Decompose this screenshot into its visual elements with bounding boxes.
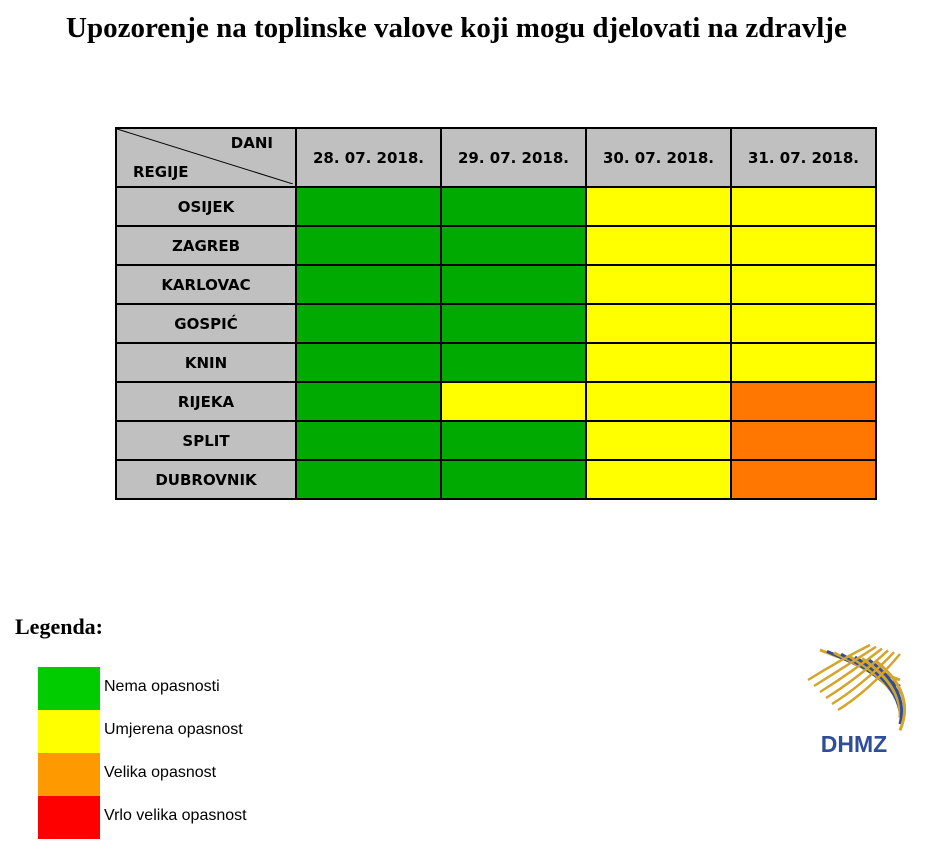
legend-label: Vrlo velika opasnost [104,807,247,824]
warning-level-cell-yellow [730,264,877,305]
dhmz-logo: DHMZ [800,640,912,760]
table-row: SPLIT [115,420,877,461]
table-corner-cell: DANI REGIJE [115,127,297,188]
warning-level-cell-orange [730,420,877,461]
date-header: 29. 07. 2018. [440,127,587,188]
warning-level-cell-green [295,420,442,461]
legend-swatch [38,667,100,710]
warning-level-cell-yellow [585,342,732,383]
legend-title: Legenda: [15,614,103,639]
table-body: OSIJEK ZAGREB KARLOVAC GOSPIĆ KNIN RIJEKA SPLI… [115,186,877,500]
table-row: ZAGREB [115,225,877,266]
logo-stripe [861,657,902,718]
warning-level-cell-yellow [585,420,732,461]
warning-level-cell-yellow [585,303,732,344]
warning-level-cell-green [295,459,442,500]
warning-level-cell-green [440,303,587,344]
warning-level-cell-green [295,303,442,344]
region-name: ZAGREB [115,225,297,266]
warning-level-cell-yellow [585,381,732,422]
corner-label-regions: REGIJE [133,163,189,181]
warning-level-cell-yellow [585,186,732,227]
table-row: GOSPIĆ [115,303,877,344]
region-name: KNIN [115,342,297,383]
logo-stripe [825,649,889,700]
logo-stripe [868,658,904,725]
logo-text: DHMZ [821,731,887,757]
logo-stripe [819,647,883,694]
date-header: 30. 07. 2018. [585,127,732,188]
legend-label: Velika opasnost [104,764,217,781]
logo-stripe [807,643,871,682]
region-name: RIJEKA [115,381,297,422]
logo-stripe [831,651,895,706]
region-name: OSIJEK [115,186,297,227]
warning-level-cell-green [440,186,587,227]
table-header-row: DANI REGIJE 28. 07. 2018. 29. 07. 2018. 30… [115,127,877,188]
table-row: KNIN [115,342,877,383]
warning-level-cell-yellow [585,225,732,266]
warning-level-cell-green [295,264,442,305]
warning-level-cell-green [440,264,587,305]
region-name: GOSPIĆ [115,303,297,344]
warning-level-cell-yellow [730,225,877,266]
legend-label: Umjerena opasnost [104,721,243,738]
warning-level-cell-yellow [730,303,877,344]
warning-level-cell-yellow [585,264,732,305]
table-row: KARLOVAC [115,264,877,305]
legend-swatch [38,753,100,796]
warning-level-cell-green [295,225,442,266]
logo-stripe [837,653,901,712]
logo-stripe [875,660,907,731]
page-title: Upozorenje na toplinske valove koji mogu… [66,12,847,44]
warning-level-cell-green [295,342,442,383]
warning-level-cell-green [440,420,587,461]
logo-stripe [813,645,877,688]
legend-swatch [38,796,100,839]
legend-label: Nema opasnosti [104,678,220,695]
date-header: 31. 07. 2018. [730,127,877,188]
warning-level-cell-yellow [440,381,587,422]
legend-swatch [38,710,100,753]
region-name: SPLIT [115,420,297,461]
corner-label-days: DANI [230,134,273,152]
warning-level-cell-yellow [730,342,877,383]
warning-level-cell-green [295,381,442,422]
table-row: RIJEKA [115,381,877,422]
warning-level-cell-green [295,186,442,227]
region-name: DUBROVNIK [115,459,297,500]
region-name: KARLOVAC [115,264,297,305]
table-row: DUBROVNIK [115,459,877,500]
heat-warning-table: DANI REGIJE 28. 07. 2018. 29. 07. 2018. 30… [115,127,877,500]
warning-level-cell-orange [730,459,877,500]
date-header: 28. 07. 2018. [295,127,442,188]
table-row: OSIJEK [115,186,877,227]
warning-level-cell-orange [730,381,877,422]
warning-level-cell-green [440,459,587,500]
warning-level-cell-green [440,225,587,266]
warning-level-cell-yellow [730,186,877,227]
diagonal-divider [117,129,293,184]
warning-level-cell-yellow [585,459,732,500]
warning-level-cell-green [440,342,587,383]
logo-stripes [807,643,907,731]
